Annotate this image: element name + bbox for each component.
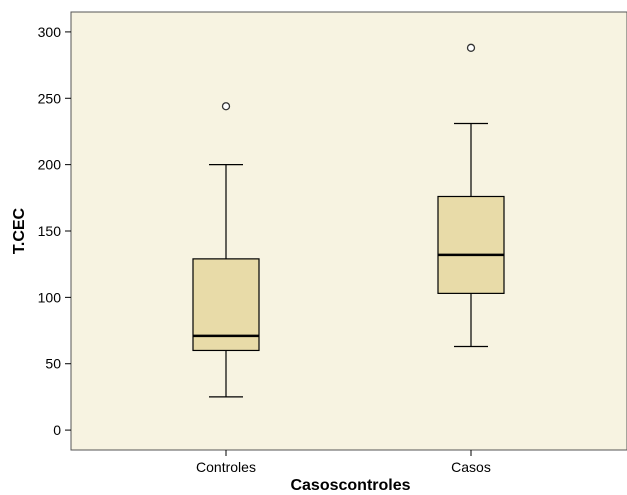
box-controles <box>192 102 260 398</box>
box-casos <box>437 43 505 348</box>
y-tick-label: 300 <box>38 24 62 40</box>
x-axis: Controles Casos <box>196 450 491 475</box>
box-iqr <box>437 195 505 294</box>
box-series <box>192 43 505 398</box>
outlier-point <box>221 102 231 111</box>
y-axis: 0 50 100 150 200 250 300 <box>38 24 71 438</box>
x-tick-label: Controles <box>196 459 256 475</box>
y-tick-label: 250 <box>38 90 62 106</box>
y-axis-title: T.CEC <box>11 207 28 254</box>
y-tick-label: 0 <box>53 422 61 438</box>
outlier-point <box>466 43 476 52</box>
x-axis-title: Casoscontroles <box>290 477 410 494</box>
y-tick-label: 200 <box>38 157 62 173</box>
x-tick-label: Casos <box>451 459 491 475</box>
y-tick-label: 50 <box>45 356 61 372</box>
y-tick-label: 150 <box>38 223 62 239</box>
plot-area <box>70 11 627 451</box>
y-tick-label: 100 <box>38 289 62 305</box>
